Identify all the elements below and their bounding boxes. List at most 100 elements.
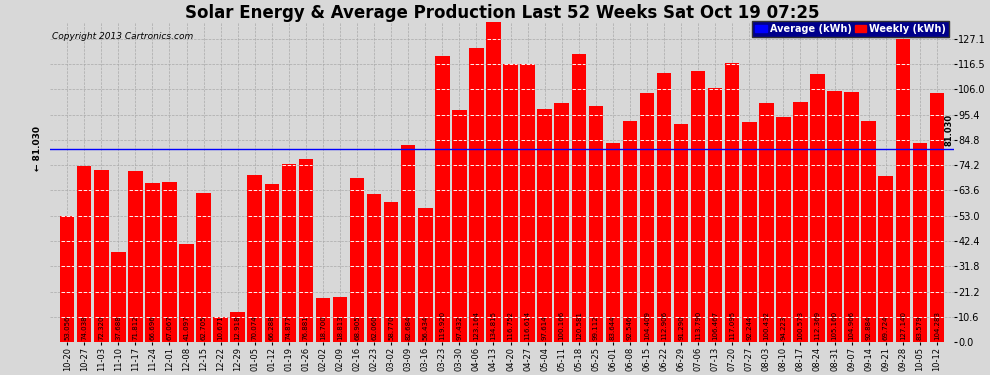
- Bar: [828, 91, 842, 342]
- Bar: [384, 202, 398, 342]
- Text: 134.815: 134.815: [490, 311, 496, 340]
- Legend: Average (kWh), Weekly (kWh): Average (kWh), Weekly (kWh): [752, 21, 949, 37]
- Text: 83.579: 83.579: [917, 315, 923, 340]
- Bar: [554, 103, 569, 342]
- Bar: [418, 208, 433, 342]
- Bar: [776, 117, 791, 342]
- Bar: [656, 73, 671, 342]
- Bar: [349, 178, 364, 342]
- Text: 10.671: 10.671: [218, 315, 224, 340]
- Text: 100.432: 100.432: [763, 311, 769, 340]
- Bar: [623, 122, 638, 342]
- Bar: [521, 64, 535, 342]
- Bar: [333, 297, 347, 342]
- Bar: [316, 298, 331, 342]
- Text: 116.752: 116.752: [508, 311, 514, 340]
- Text: 18.813: 18.813: [337, 315, 343, 340]
- Text: 104.283: 104.283: [934, 311, 940, 340]
- Bar: [469, 48, 484, 342]
- Bar: [861, 120, 876, 342]
- Text: 104.409: 104.409: [644, 311, 650, 340]
- Text: 92.546: 92.546: [627, 316, 633, 340]
- Text: 92.884: 92.884: [865, 315, 871, 340]
- Bar: [691, 70, 705, 342]
- Text: 62.060: 62.060: [371, 315, 377, 340]
- Text: 58.770: 58.770: [388, 315, 394, 340]
- Text: 116.614: 116.614: [525, 311, 531, 340]
- Bar: [571, 54, 586, 342]
- Text: 18.700: 18.700: [320, 315, 326, 340]
- Text: 37.688: 37.688: [115, 315, 122, 340]
- Text: 66.696: 66.696: [149, 315, 155, 340]
- Bar: [930, 93, 944, 342]
- Bar: [281, 164, 296, 342]
- Bar: [264, 184, 279, 342]
- Title: Solar Energy & Average Production Last 52 Weeks Sat Oct 19 07:25: Solar Energy & Average Production Last 5…: [185, 4, 820, 22]
- Bar: [77, 166, 91, 342]
- Bar: [708, 88, 723, 342]
- Bar: [452, 110, 466, 342]
- Bar: [538, 109, 551, 342]
- Text: 91.290: 91.290: [678, 315, 684, 340]
- Bar: [128, 171, 143, 342]
- Bar: [606, 142, 620, 342]
- Text: 41.097: 41.097: [183, 315, 189, 340]
- Text: 104.966: 104.966: [848, 311, 854, 340]
- Bar: [793, 102, 808, 342]
- Text: 72.320: 72.320: [98, 315, 104, 340]
- Text: 100.166: 100.166: [558, 311, 564, 340]
- Text: 69.724: 69.724: [883, 315, 889, 340]
- Text: 83.644: 83.644: [610, 315, 616, 340]
- Text: 112.369: 112.369: [815, 311, 821, 340]
- Text: 105.160: 105.160: [832, 311, 838, 340]
- Text: Copyright 2013 Cartronics.com: Copyright 2013 Cartronics.com: [51, 32, 193, 41]
- Bar: [878, 176, 893, 342]
- Text: 92.244: 92.244: [746, 316, 752, 340]
- Text: 99.112: 99.112: [593, 315, 599, 340]
- Bar: [196, 193, 211, 342]
- Bar: [146, 183, 159, 342]
- Text: 66.288: 66.288: [269, 315, 275, 340]
- Text: 67.067: 67.067: [166, 315, 172, 340]
- Bar: [503, 63, 518, 342]
- Text: 120.581: 120.581: [576, 311, 582, 340]
- Text: 62.705: 62.705: [201, 315, 207, 340]
- Bar: [231, 312, 245, 342]
- Bar: [913, 143, 927, 342]
- Bar: [640, 93, 654, 342]
- Text: 106.467: 106.467: [712, 311, 718, 340]
- Text: 82.684: 82.684: [405, 315, 411, 340]
- Bar: [111, 252, 126, 342]
- Bar: [60, 216, 74, 342]
- Bar: [759, 102, 773, 342]
- Text: 97.432: 97.432: [456, 315, 462, 340]
- Text: 127.140: 127.140: [900, 311, 906, 340]
- Bar: [486, 20, 501, 342]
- Bar: [435, 56, 449, 342]
- Bar: [94, 170, 109, 342]
- Bar: [589, 106, 603, 342]
- Text: 81.030: 81.030: [944, 114, 953, 147]
- Bar: [725, 63, 740, 342]
- Bar: [401, 145, 416, 342]
- Bar: [810, 74, 825, 342]
- Text: 94.223: 94.223: [780, 316, 786, 340]
- Bar: [214, 317, 228, 342]
- Text: 56.434: 56.434: [423, 316, 429, 340]
- Text: 117.095: 117.095: [730, 311, 736, 340]
- Text: 97.614: 97.614: [542, 315, 547, 340]
- Text: 74.877: 74.877: [286, 315, 292, 340]
- Bar: [674, 124, 688, 342]
- Text: 100.573: 100.573: [797, 311, 804, 340]
- Text: 123.164: 123.164: [473, 311, 479, 340]
- Text: 70.074: 70.074: [251, 315, 257, 340]
- Text: 53.056: 53.056: [64, 315, 70, 340]
- Text: ← 81.030: ← 81.030: [33, 126, 42, 171]
- Bar: [367, 194, 381, 342]
- Text: 119.920: 119.920: [440, 311, 446, 340]
- Bar: [299, 159, 313, 342]
- Bar: [162, 182, 177, 342]
- Bar: [844, 92, 859, 342]
- Text: 12.918: 12.918: [235, 315, 241, 340]
- Text: 74.038: 74.038: [81, 315, 87, 340]
